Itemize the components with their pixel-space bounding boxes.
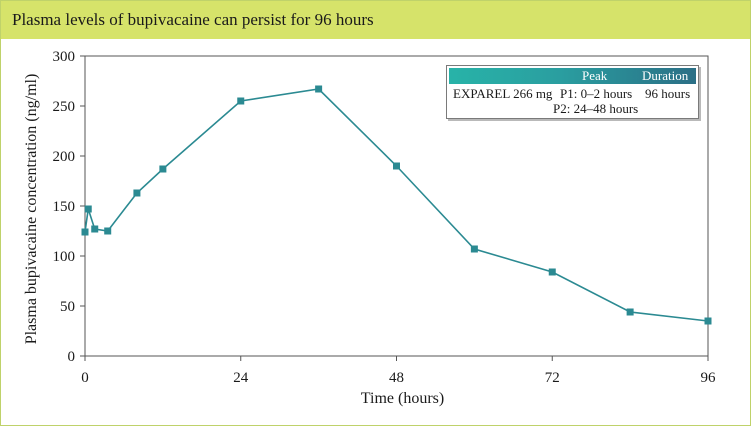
x-tick-label: 24 — [233, 370, 249, 386]
data-point — [704, 317, 712, 325]
y-axis-label: Plasma bupivacaine concentration (ng/ml) — [23, 74, 40, 345]
y-tick-label: 100 — [53, 249, 76, 265]
data-point — [81, 228, 89, 236]
chart-title: Plasma levels of bupivacaine can persist… — [12, 10, 374, 29]
data-point — [315, 85, 323, 93]
y-tick-label: 0 — [68, 349, 76, 365]
data-point — [393, 162, 400, 170]
legend-row-label: EXPAREL 266 mg — [453, 86, 553, 101]
data-point — [237, 97, 245, 105]
legend-peak-1: P1: 0–2 hours — [560, 86, 633, 101]
y-tick-label: 150 — [53, 199, 76, 215]
title-bar: Plasma levels of bupivacaine can persist… — [1, 1, 750, 39]
x-tick-label: 72 — [545, 370, 560, 386]
legend-header-duration: Duration — [642, 68, 689, 83]
legend-table: Peak Duration EXPAREL 266 mg P1: 0–2 hou… — [446, 65, 699, 119]
data-point — [626, 308, 634, 316]
data-point — [548, 268, 556, 276]
x-tick-label: 48 — [389, 370, 404, 386]
data-point — [159, 165, 167, 173]
data-point — [91, 225, 99, 233]
data-point — [104, 227, 112, 235]
legend-peak-2: P2: 24–48 hours — [553, 101, 639, 116]
y-tick-label: 250 — [53, 99, 76, 115]
data-point — [84, 205, 92, 213]
series-line — [84, 88, 709, 322]
data-point — [133, 189, 141, 197]
x-tick-label: 0 — [81, 370, 89, 386]
x-axis-label: Time (hours) — [361, 390, 444, 407]
legend-duration: 96 hours — [645, 86, 691, 101]
legend-header: Peak Duration — [449, 68, 696, 84]
y-tick-label: 50 — [60, 299, 75, 315]
x-tick-label: 96 — [701, 370, 717, 386]
y-tick-label: 300 — [53, 49, 76, 65]
legend-header-peak: Peak — [582, 68, 608, 83]
data-point — [470, 245, 478, 253]
y-tick-label: 200 — [53, 149, 76, 165]
